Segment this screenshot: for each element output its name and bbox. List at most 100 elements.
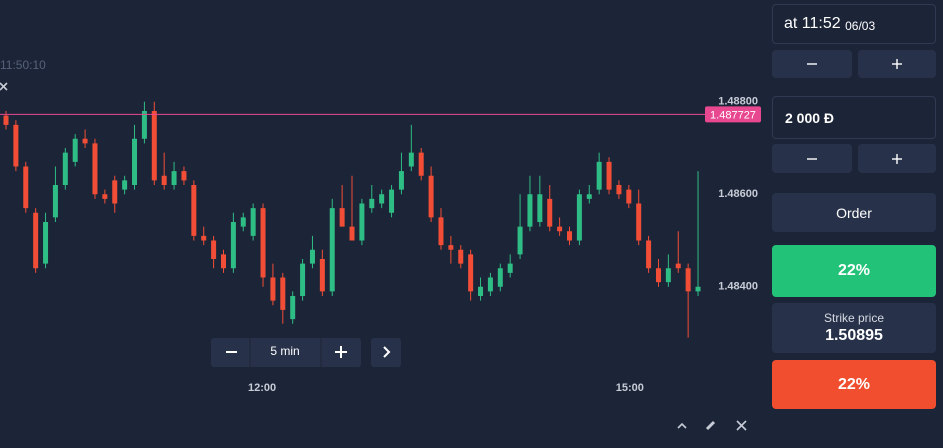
candle-body	[576, 194, 582, 241]
candle-body	[33, 212, 39, 269]
candle-body	[92, 143, 98, 195]
candle-body	[557, 226, 563, 232]
down-button[interactable]: 22%	[772, 360, 936, 409]
y-tick-label: 1.48800	[718, 96, 758, 108]
strike-price: 1.50895	[825, 327, 883, 344]
candle-body	[527, 194, 533, 227]
minus-icon	[807, 63, 817, 65]
candle-body	[151, 111, 157, 181]
candle-body	[547, 198, 553, 227]
y-tick-label: 1.48400	[718, 281, 758, 293]
candle-body	[398, 171, 404, 190]
candle-body	[379, 194, 385, 204]
candle-body	[418, 152, 424, 176]
candle-body	[606, 161, 612, 190]
candle-body	[230, 222, 236, 269]
candle-body	[359, 203, 365, 241]
candle-body	[596, 161, 602, 190]
candle-body	[201, 235, 207, 241]
candle-body	[171, 171, 177, 185]
candle-body	[665, 268, 671, 283]
candle-body	[458, 249, 464, 264]
y-tick-label: 1.48600	[718, 188, 758, 200]
candle-body	[240, 217, 246, 227]
candle-body	[685, 268, 691, 292]
candle-body	[487, 277, 493, 292]
candle-body	[220, 254, 226, 269]
down-payout: 22%	[837, 375, 871, 393]
candle-body	[586, 194, 592, 199]
order-button[interactable]: Order	[772, 193, 936, 232]
close-chart-icon[interactable]	[0, 82, 8, 91]
amount: 2 000 Đ	[785, 109, 835, 126]
order-label: Order	[836, 204, 872, 221]
candle-body	[646, 240, 652, 269]
expiry-box[interactable]: at 11:52 06/03	[772, 4, 936, 44]
candle-body	[260, 208, 266, 278]
candle-body	[309, 249, 315, 264]
candle-body	[161, 175, 167, 185]
candle-body	[626, 189, 632, 204]
candle-body	[280, 277, 286, 310]
candle-body	[408, 152, 414, 167]
candle-body	[369, 198, 375, 209]
amount-plus[interactable]	[858, 144, 936, 173]
candle-body	[141, 111, 147, 139]
strike-box: Strike price 1.50895	[772, 303, 936, 353]
candle-body	[62, 152, 68, 185]
candle-body	[497, 268, 503, 287]
candle-body	[438, 217, 444, 246]
next-button[interactable]	[371, 338, 401, 367]
candle-body	[23, 166, 29, 209]
up-button[interactable]: 22%	[772, 245, 936, 297]
bottom-icons	[677, 420, 747, 431]
time-plus[interactable]	[858, 50, 936, 78]
strike-label: Strike price	[823, 311, 885, 325]
minus-icon	[807, 157, 817, 160]
candle-body	[349, 226, 355, 241]
expiry-time: at 11:52	[784, 15, 841, 32]
candle-body	[13, 124, 19, 167]
candle-body	[290, 296, 296, 320]
candle-body	[52, 185, 58, 218]
candle-body	[3, 115, 9, 125]
price-label: 1.487727	[710, 109, 756, 121]
candle-body	[300, 263, 306, 296]
plus-icon	[892, 153, 902, 164]
candle-body	[211, 240, 217, 259]
price-label-bg	[705, 106, 761, 123]
candles	[3, 101, 701, 338]
timeframe: 5 min	[270, 344, 299, 358]
close-icon[interactable]	[736, 420, 747, 431]
candle-body	[132, 138, 138, 185]
candle-body	[468, 254, 474, 292]
candle-body	[636, 203, 642, 241]
candle-body	[517, 226, 523, 255]
candle-body	[389, 189, 395, 213]
amount-box[interactable]: 2 000 Đ	[772, 96, 936, 139]
candle-body	[616, 185, 622, 195]
candle-body	[537, 194, 543, 222]
candle-body	[507, 263, 513, 273]
candle-body	[112, 180, 118, 204]
candle-body	[191, 185, 197, 236]
candle-body	[329, 208, 335, 292]
candle-body	[567, 231, 573, 241]
candle-body	[102, 194, 108, 199]
time-minus[interactable]	[772, 50, 852, 78]
candle-body	[675, 263, 681, 269]
amount-minus[interactable]	[772, 144, 852, 173]
collapse-icon[interactable]	[677, 422, 687, 429]
candle-body	[72, 138, 78, 162]
x-tick-label: 15:00	[616, 382, 644, 394]
up-payout: 22%	[837, 262, 871, 279]
candle-body	[319, 259, 325, 292]
edit-icon[interactable]	[705, 420, 716, 431]
plus-icon	[892, 59, 902, 69]
candle-body	[655, 268, 661, 283]
timeframe-plus[interactable]	[335, 346, 347, 358]
candle-body	[448, 245, 454, 250]
candle-body	[250, 208, 256, 236]
